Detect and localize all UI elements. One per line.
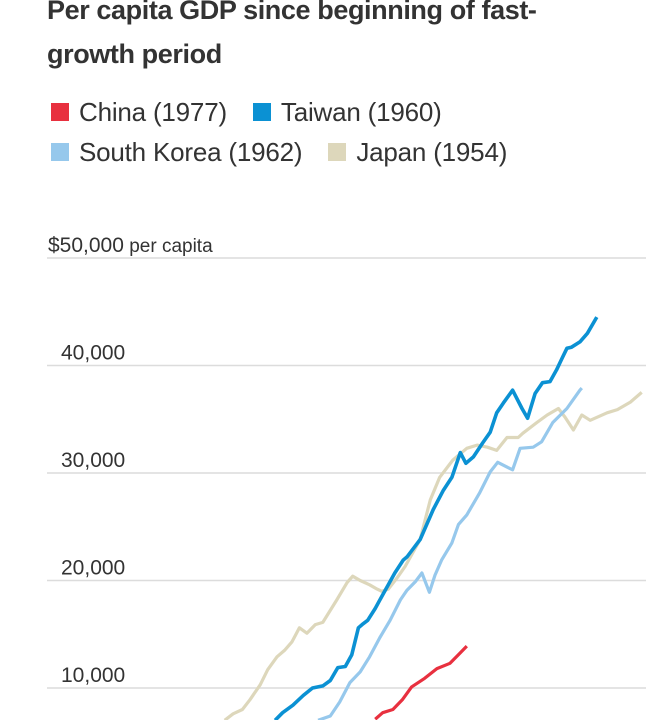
- y-unit-label: per capita: [124, 236, 213, 257]
- legend: China (1977) Taiwan (1960) South Korea (…: [51, 92, 651, 172]
- legend-row-2: South Korea (1962) Japan (1954): [51, 132, 651, 172]
- legend-item-china: China (1977): [51, 97, 227, 128]
- chart-title-line-1: Per capita GDP since beginning of fast-: [47, 0, 537, 25]
- legend-row-1: China (1977) Taiwan (1960): [51, 92, 651, 132]
- legend-swatch-taiwan: [252, 103, 271, 121]
- legend-swatch-china: [51, 103, 69, 121]
- series-line-south-korea: [317, 387, 583, 720]
- y-tick-label: 10,000: [61, 664, 125, 687]
- y-tick-label: $50,000 per capita: [48, 234, 213, 257]
- y-tick-label: 40,000: [61, 342, 125, 365]
- legend-item-taiwan: Taiwan (1960): [252, 96, 442, 128]
- legend-swatch-japan: [328, 143, 347, 161]
- y-axis-ticks: $50,000 per capita 40,000 30,000 20,000 10,0…: [48, 234, 213, 687]
- legend-item-south-korea: South Korea (1962): [51, 136, 303, 168]
- legend-label-south-korea: South Korea (1962): [79, 136, 303, 167]
- chart-title: Per capita GDP since beginning of fast- …: [47, 0, 647, 76]
- series-lines: [223, 316, 643, 720]
- legend-item-japan: Japan (1954): [328, 137, 507, 168]
- gridlines: [47, 257, 646, 689]
- series-line-taiwan: [273, 316, 599, 720]
- y-tick-label: 20,000: [61, 557, 125, 580]
- legend-swatch-south-korea: [51, 143, 69, 161]
- chart-title-line-2: growth period: [47, 39, 222, 69]
- legend-label-china: China (1977): [79, 96, 227, 127]
- legend-label-japan: Japan (1954): [356, 136, 508, 167]
- series-line-china: [374, 644, 468, 720]
- legend-label-taiwan: Taiwan (1960): [280, 96, 442, 127]
- y-tick-label: 30,000: [61, 449, 125, 472]
